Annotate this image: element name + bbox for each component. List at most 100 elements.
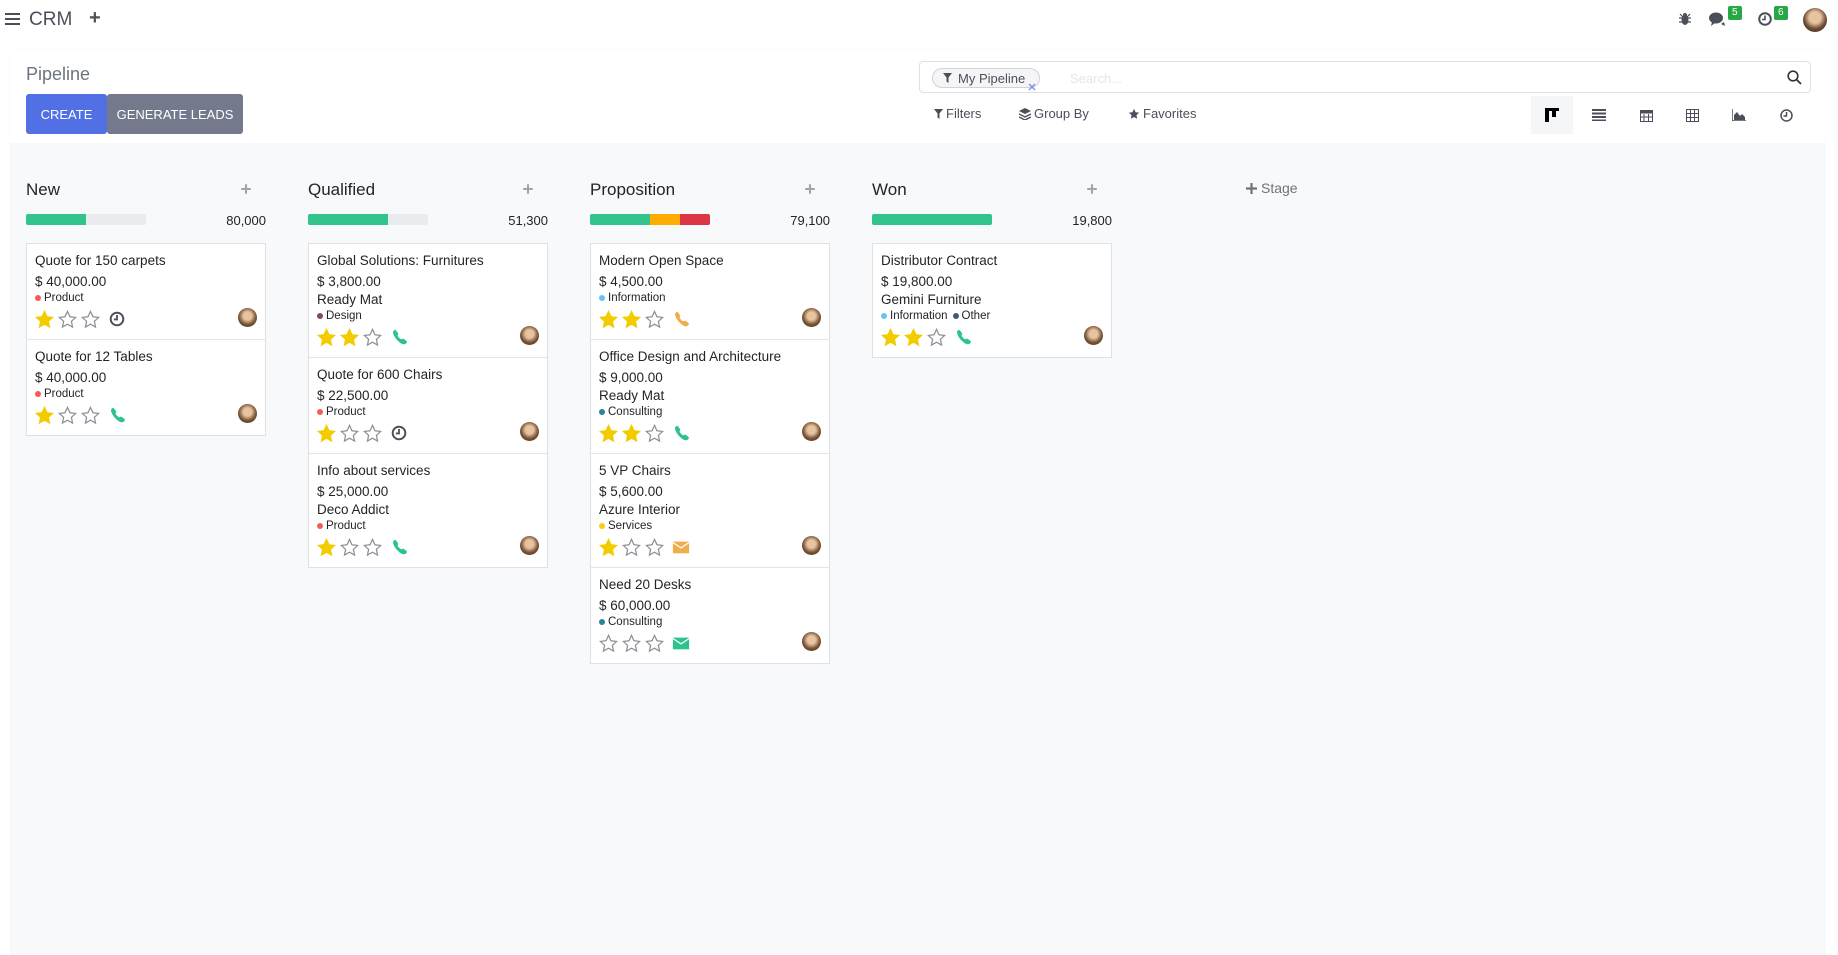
star-filled-icon[interactable]	[904, 327, 923, 347]
messages-chat-icon[interactable]	[1709, 12, 1726, 27]
star-filled-icon[interactable]	[881, 327, 900, 347]
star-empty-icon[interactable]	[81, 405, 100, 425]
column-progress-bar[interactable]	[872, 214, 992, 225]
salesperson-avatar[interactable]	[802, 308, 821, 327]
search-input[interactable]	[1070, 68, 1750, 88]
star-filled-icon[interactable]	[35, 309, 54, 329]
clock-activity-icon[interactable]	[390, 424, 408, 442]
view-graph-button[interactable]	[1718, 96, 1760, 134]
salesperson-avatar[interactable]	[802, 632, 821, 651]
star-filled-icon[interactable]	[599, 423, 618, 443]
salesperson-avatar[interactable]	[802, 422, 821, 441]
progress-segment[interactable]	[680, 214, 710, 225]
star-empty-icon[interactable]	[645, 537, 664, 557]
salesperson-avatar[interactable]	[520, 422, 539, 441]
create-button[interactable]: CREATE	[26, 94, 107, 134]
activities-clock-icon[interactable]	[1758, 12, 1772, 26]
opportunity-card[interactable]: 5 VP Chairs $ 5,600.00 Azure Interior Servi…	[591, 453, 829, 567]
opportunity-card[interactable]: Office Design and Architecture $ 9,000.00…	[591, 339, 829, 453]
star-empty-icon[interactable]	[58, 309, 77, 329]
phone-activity-icon[interactable]	[108, 406, 126, 424]
opportunity-card[interactable]: Quote for 12 Tables $ 40,000.00 Product	[27, 339, 265, 435]
star-empty-icon[interactable]	[599, 633, 618, 653]
progress-segment[interactable]	[26, 214, 86, 225]
salesperson-avatar[interactable]	[238, 308, 257, 327]
add-stage-button[interactable]: Stage	[1246, 180, 1298, 196]
phone-activity-icon[interactable]	[390, 538, 408, 556]
remove-facet-icon[interactable]	[1028, 83, 1036, 91]
progress-segment[interactable]	[872, 214, 992, 225]
opportunity-card[interactable]: Info about services $ 25,000.00 Deco Addic…	[309, 453, 547, 567]
progress-segment[interactable]	[650, 214, 680, 225]
star-empty-icon[interactable]	[622, 537, 641, 557]
star-filled-icon[interactable]	[599, 309, 618, 329]
view-activity-button[interactable]	[1765, 96, 1807, 134]
star-empty-icon[interactable]	[363, 423, 382, 443]
view-list-button[interactable]	[1578, 96, 1620, 134]
column-title[interactable]: New	[26, 180, 61, 199]
group-by-dropdown[interactable]: Group By	[1019, 106, 1089, 121]
star-empty-icon[interactable]	[927, 327, 946, 347]
star-empty-icon[interactable]	[58, 405, 77, 425]
star-empty-icon[interactable]	[645, 309, 664, 329]
salesperson-avatar[interactable]	[802, 536, 821, 555]
column-progress-bar[interactable]	[590, 214, 710, 225]
phone-activity-icon[interactable]	[672, 424, 690, 442]
quick-create-plus-icon[interactable]	[522, 183, 534, 195]
progress-segment[interactable]	[308, 214, 389, 225]
generate-leads-button[interactable]: GENERATE LEADS	[107, 94, 243, 134]
star-filled-icon[interactable]	[622, 423, 641, 443]
star-empty-icon[interactable]	[340, 537, 359, 557]
opportunity-card[interactable]: Modern Open Space $ 4,500.00 Information	[591, 244, 829, 339]
debug-bug-icon[interactable]	[1679, 12, 1691, 26]
search-bar[interactable]: My Pipeline	[919, 61, 1811, 93]
salesperson-avatar[interactable]	[520, 536, 539, 555]
envelope-activity-icon[interactable]	[672, 538, 690, 556]
star-filled-icon[interactable]	[599, 537, 618, 557]
phone-activity-icon[interactable]	[390, 328, 408, 346]
envelope-activity-icon[interactable]	[672, 634, 690, 652]
opportunity-card[interactable]: Quote for 150 carpets $ 40,000.00 Product	[27, 244, 265, 339]
opportunity-card[interactable]: Global Solutions: Furnitures $ 3,800.00 Re…	[309, 244, 547, 357]
quick-create-plus-icon[interactable]	[1086, 183, 1098, 195]
column-title[interactable]: Won	[872, 180, 907, 199]
quick-create-plus-icon[interactable]	[804, 183, 816, 195]
quick-create-plus-icon[interactable]	[240, 183, 252, 195]
view-pivot-button[interactable]	[1671, 96, 1713, 134]
clock-activity-icon[interactable]	[108, 310, 126, 328]
column-progress-bar[interactable]	[26, 214, 146, 225]
salesperson-avatar[interactable]	[238, 404, 257, 423]
star-empty-icon[interactable]	[340, 423, 359, 443]
star-empty-icon[interactable]	[645, 633, 664, 653]
search-icon[interactable]	[1787, 70, 1802, 85]
star-empty-icon[interactable]	[81, 309, 100, 329]
star-filled-icon[interactable]	[340, 327, 359, 347]
star-filled-icon[interactable]	[35, 405, 54, 425]
view-calendar-button[interactable]	[1625, 96, 1667, 134]
favorites-dropdown[interactable]: Favorites	[1128, 106, 1196, 121]
opportunity-card[interactable]: Need 20 Desks $ 60,000.00 Consulting	[591, 567, 829, 663]
opportunity-card[interactable]: Quote for 600 Chairs $ 22,500.00 Product	[309, 357, 547, 453]
hamburger-menu-icon[interactable]	[5, 13, 20, 25]
salesperson-avatar[interactable]	[1084, 326, 1103, 345]
star-empty-icon[interactable]	[363, 327, 382, 347]
star-filled-icon[interactable]	[622, 309, 641, 329]
star-empty-icon[interactable]	[622, 633, 641, 653]
star-filled-icon[interactable]	[317, 537, 336, 557]
phone-activity-icon[interactable]	[672, 310, 690, 328]
column-title[interactable]: Proposition	[590, 180, 676, 199]
filters-dropdown[interactable]: Filters	[934, 106, 981, 121]
progress-segment[interactable]	[590, 214, 650, 225]
opportunity-card[interactable]: Distributor Contract $ 19,800.00 Gemini Fu…	[873, 244, 1111, 357]
search-facet-my-pipeline[interactable]: My Pipeline	[932, 68, 1041, 88]
quick-create-plus-icon[interactable]: +	[89, 7, 101, 29]
column-title[interactable]: Qualified	[308, 180, 376, 199]
phone-activity-icon[interactable]	[954, 328, 972, 346]
star-filled-icon[interactable]	[317, 423, 336, 443]
view-kanban-button[interactable]	[1531, 96, 1573, 134]
user-avatar[interactable]	[1803, 8, 1827, 32]
salesperson-avatar[interactable]	[520, 326, 539, 345]
column-progress-bar[interactable]	[308, 214, 428, 225]
star-empty-icon[interactable]	[363, 537, 382, 557]
star-filled-icon[interactable]	[317, 327, 336, 347]
